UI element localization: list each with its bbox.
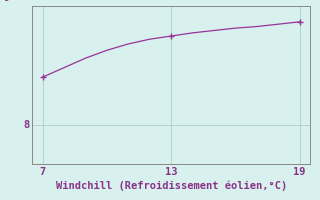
- Text: 9: 9: [4, 0, 10, 3]
- X-axis label: Windchill (Refroidissement éolien,°C): Windchill (Refroidissement éolien,°C): [56, 181, 287, 191]
